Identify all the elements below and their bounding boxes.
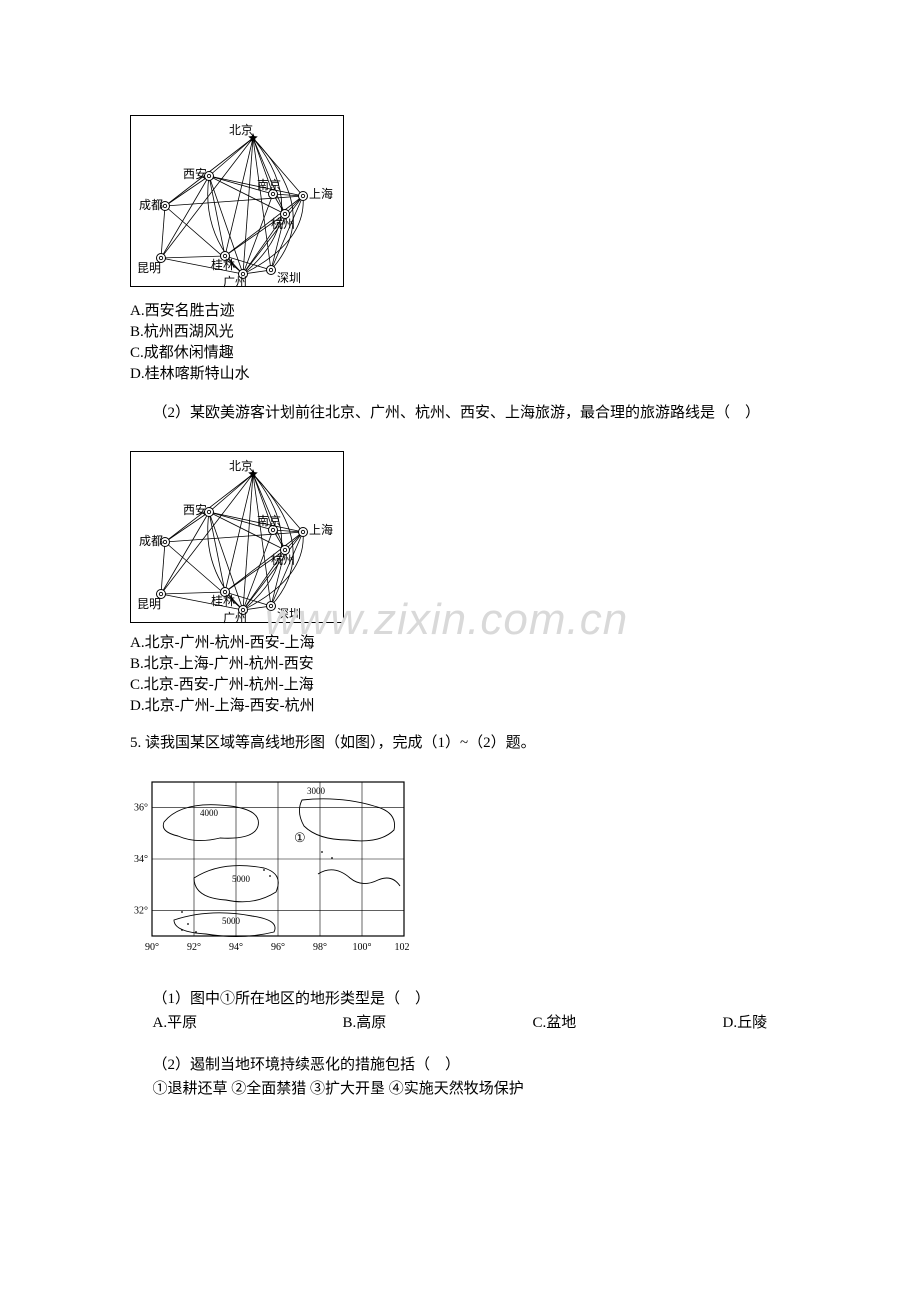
- q5-p1-option-b: B.高原: [343, 1011, 533, 1035]
- svg-text:92°: 92°: [187, 942, 201, 953]
- svg-text:北京: 北京: [229, 123, 253, 137]
- q4-p2-option-d: D.北京-广州-上海-西安-杭州: [130, 696, 790, 717]
- route-map-figure-1: 北京西安成都 南京上海杭州昆明 桂林广州 深圳: [130, 115, 344, 287]
- q4-p1-option-a: A.西安名胜古迹: [130, 301, 790, 322]
- q4-p2-option-a: A.北京-广州-杭州-西安-上海: [130, 633, 790, 654]
- q4-p1-option-b: B.杭州西湖风光: [130, 322, 790, 343]
- q5-stem: 5. 读我国某区域等高线地形图（如图），完成（1）~（2）题。: [130, 733, 790, 754]
- svg-text:98°: 98°: [313, 942, 327, 953]
- svg-text:90°: 90°: [145, 942, 159, 953]
- svg-text:3000: 3000: [307, 786, 326, 796]
- route-map-svg-1: 北京西安成都 南京上海杭州昆明 桂林广州 深圳: [131, 116, 345, 288]
- svg-text:36°: 36°: [134, 803, 148, 814]
- q5-p2-choices: ①退耕还草 ②全面禁猎 ③扩大开垦 ④实施天然牧场保护: [130, 1077, 790, 1101]
- svg-text:深圳: 深圳: [277, 607, 301, 621]
- q5-p1-option-c: C.盆地: [533, 1011, 723, 1035]
- svg-text:西安: 西安: [183, 502, 207, 517]
- q4-p2-option-b: B.北京-上海-广州-杭州-西安: [130, 654, 790, 675]
- q5-p1-stem: （1）图中①所在地区的地形类型是（ ）: [130, 987, 790, 1011]
- svg-text:96°: 96°: [271, 942, 285, 953]
- svg-text:32°: 32°: [134, 905, 148, 916]
- svg-text:西安: 西安: [183, 166, 207, 181]
- svg-text:102°: 102°: [395, 942, 411, 953]
- svg-text:杭州: 杭州: [271, 216, 295, 231]
- svg-text:北京: 北京: [229, 459, 253, 473]
- svg-text:昆明: 昆明: [137, 597, 161, 611]
- svg-text:34°: 34°: [134, 854, 148, 865]
- svg-text:5000: 5000: [222, 916, 241, 926]
- svg-text:成都: 成都: [139, 534, 163, 548]
- svg-text:深圳: 深圳: [277, 271, 301, 285]
- contour-map-figure: 90° 92° 94° 96° 98° 100° 102° 32° 34° 36° 3000 4000…: [130, 776, 410, 959]
- q5-p2-stem: （2）遏制当地环境持续恶化的措施包括（ ）: [130, 1053, 790, 1077]
- svg-text:94°: 94°: [229, 942, 243, 953]
- svg-text:杭州: 杭州: [271, 552, 295, 567]
- svg-text:①: ①: [294, 830, 306, 845]
- svg-text:4000: 4000: [200, 808, 219, 818]
- svg-text:桂林: 桂林: [211, 593, 235, 608]
- svg-text:南京: 南京: [257, 513, 281, 528]
- q5-p1-option-a: A.平原: [153, 1011, 343, 1035]
- q4-p1-option-d: D.桂林喀斯特山水: [130, 364, 790, 385]
- svg-text:广州: 广州: [223, 275, 247, 288]
- route-map-figure-2: 北京西安成都 南京上海杭州昆明 桂林广州 深圳: [130, 451, 344, 623]
- q4-p1-option-c: C.成都休闲情趣: [130, 343, 790, 364]
- svg-text:上海: 上海: [309, 186, 333, 201]
- contour-map-svg: 90° 92° 94° 96° 98° 100° 102° 32° 34° 36° 3000 4000…: [130, 776, 410, 959]
- svg-text:上海: 上海: [309, 522, 333, 537]
- svg-text:昆明: 昆明: [137, 261, 161, 275]
- q4-p2-stem: （2）某欧美游客计划前往北京、广州、杭州、西安、上海旅游，最合理的旅游路线是（ …: [130, 401, 790, 425]
- svg-text:5000: 5000: [232, 874, 251, 884]
- q4-p2-option-c: C.北京-西安-广州-杭州-上海: [130, 675, 790, 696]
- svg-text:成都: 成都: [139, 198, 163, 212]
- svg-text:100°: 100°: [353, 942, 372, 953]
- q5-p1-option-d: D.丘陵: [723, 1011, 791, 1035]
- svg-text:桂林: 桂林: [211, 257, 235, 272]
- route-map-svg-2: 北京西安成都 南京上海杭州昆明 桂林广州 深圳: [131, 452, 345, 624]
- svg-text:广州: 广州: [223, 611, 247, 624]
- svg-text:南京: 南京: [257, 177, 281, 192]
